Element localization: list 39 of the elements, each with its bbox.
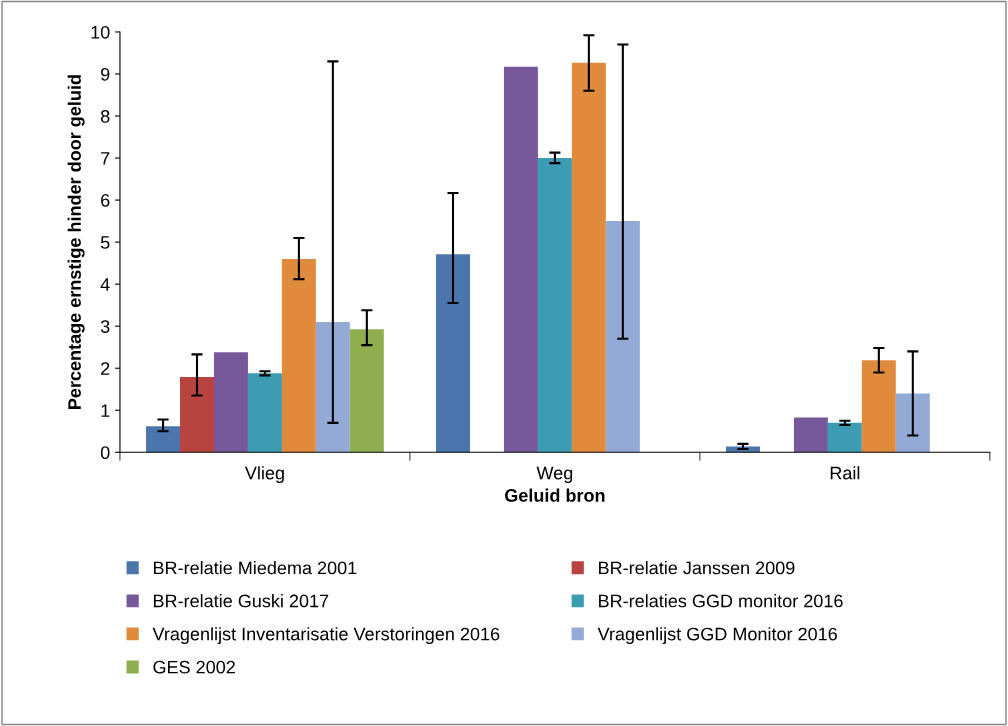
y-tick-label: 6 — [101, 194, 110, 207]
bar — [315, 321, 350, 453]
x-axis-title: Geluid bron — [505, 488, 605, 502]
bar — [503, 66, 538, 453]
legend-label: BR-relatie Janssen 2009 — [599, 561, 795, 575]
legend-label: Vragenlijst Inventarisatie Verstoringen 2016 — [152, 627, 500, 645]
bar — [537, 158, 572, 453]
x-tick-label: Weg — [536, 466, 573, 484]
y-tick-label: 0 — [100, 446, 110, 460]
bar — [895, 393, 930, 453]
y-tick-label: 10 — [91, 25, 110, 39]
y-tick-label: 5 — [100, 236, 110, 249]
legend-label: BR-relatie Miedema 2001 — [153, 561, 357, 575]
bar — [247, 373, 282, 453]
bar — [793, 417, 828, 453]
y-tick-label: 2 — [101, 362, 110, 375]
y-tick-label: 8 — [100, 109, 110, 123]
bar — [146, 426, 181, 453]
x-tick-label: Vlieg — [244, 466, 284, 484]
y-axis-title: Percentage ernstige hinder door geluid — [67, 75, 85, 409]
bar — [436, 254, 470, 453]
legend-label: GES 2002 — [153, 660, 235, 674]
bar — [861, 360, 896, 453]
legend-label: Vragenlijst GGD Monitor 2016 — [597, 627, 837, 645]
y-tick-label: 1 — [101, 404, 110, 417]
bar — [213, 352, 248, 453]
y-tick-label: 4 — [100, 278, 110, 291]
bar — [281, 258, 316, 453]
y-tick-label: 3 — [100, 320, 110, 333]
bar — [827, 422, 862, 453]
bar — [180, 377, 214, 453]
bar — [605, 221, 640, 453]
legend-label: BR-relaties GGD monitor 2016 — [599, 594, 843, 608]
bar — [571, 62, 606, 453]
y-tick-label: 9 — [101, 67, 110, 81]
y-tick-label: 7 — [101, 152, 110, 165]
bar — [349, 329, 384, 453]
legend-label: BR-relatie Guski 2017 — [153, 594, 329, 608]
x-tick-label: Rail — [830, 466, 860, 480]
